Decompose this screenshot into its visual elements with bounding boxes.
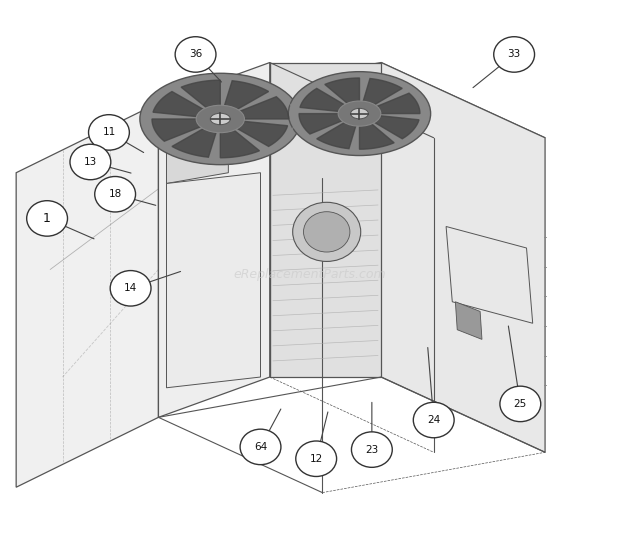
Text: 13: 13 [84,157,97,167]
Polygon shape [446,226,533,323]
Text: 14: 14 [124,284,137,293]
Polygon shape [16,103,159,487]
Ellipse shape [293,202,361,261]
FancyBboxPatch shape [200,138,210,150]
Text: 23: 23 [365,445,378,454]
Polygon shape [172,119,220,157]
FancyBboxPatch shape [172,127,182,139]
Polygon shape [181,80,220,119]
Ellipse shape [196,105,244,133]
Polygon shape [381,63,545,452]
Polygon shape [317,114,360,149]
Text: 64: 64 [254,442,267,452]
Ellipse shape [210,113,231,125]
Circle shape [89,115,130,150]
Ellipse shape [140,73,301,165]
Polygon shape [360,93,420,114]
Text: 1: 1 [43,212,51,225]
Circle shape [27,201,68,236]
Polygon shape [220,96,289,119]
Circle shape [70,144,111,179]
Polygon shape [325,78,360,114]
Circle shape [494,37,534,72]
Circle shape [95,176,136,212]
Circle shape [352,432,392,467]
Polygon shape [152,119,220,141]
Circle shape [296,441,337,476]
Polygon shape [299,114,360,134]
Circle shape [414,402,454,438]
Polygon shape [153,92,220,119]
Polygon shape [360,114,419,139]
Text: 18: 18 [108,189,122,199]
Ellipse shape [338,101,381,126]
Polygon shape [220,119,260,158]
Text: 36: 36 [189,50,202,59]
Text: eReplacementParts.com: eReplacementParts.com [234,268,386,281]
Polygon shape [159,63,270,417]
Circle shape [500,386,541,421]
Ellipse shape [350,108,368,119]
Text: 25: 25 [514,399,527,409]
Polygon shape [220,119,288,147]
Text: 12: 12 [309,454,323,464]
Text: 24: 24 [427,415,440,425]
Ellipse shape [288,72,431,156]
Circle shape [240,429,281,465]
Polygon shape [270,63,381,377]
Polygon shape [159,63,545,178]
Polygon shape [300,88,360,114]
Circle shape [110,271,151,306]
Ellipse shape [304,212,350,252]
Text: 11: 11 [102,127,115,137]
FancyBboxPatch shape [186,133,196,144]
Polygon shape [360,79,402,114]
Polygon shape [220,81,268,119]
Polygon shape [167,172,260,388]
Text: 33: 33 [508,50,521,59]
Polygon shape [455,302,482,340]
Polygon shape [167,98,228,183]
Polygon shape [360,114,394,149]
Circle shape [175,37,216,72]
